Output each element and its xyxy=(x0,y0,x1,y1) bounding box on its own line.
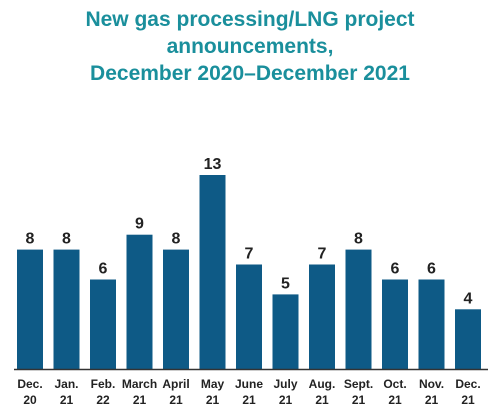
bar-value-label: 9 xyxy=(135,216,144,233)
bar-value-label: 7 xyxy=(318,246,327,263)
x-tick-label-year: 21 xyxy=(279,393,293,407)
bars-group xyxy=(17,175,481,369)
bar xyxy=(163,249,189,369)
x-tick-label-year: 21 xyxy=(133,393,147,407)
bar-value-label: 8 xyxy=(26,231,35,248)
x-tick-label-month: Oct. xyxy=(383,377,406,391)
bar xyxy=(455,309,481,369)
bar xyxy=(418,279,445,369)
bar xyxy=(90,279,116,369)
x-tick-label-month: May xyxy=(201,377,225,391)
bar xyxy=(272,294,299,369)
bar-value-label: 6 xyxy=(99,261,108,278)
x-tick-label-year: 21 xyxy=(169,393,183,407)
bar xyxy=(309,264,335,369)
x-tick-label-year: 21 xyxy=(242,393,256,407)
bar-value-label: 6 xyxy=(391,261,400,278)
bar xyxy=(236,264,262,369)
x-tick-label-year: 21 xyxy=(425,393,439,407)
bar-value-label: 8 xyxy=(62,231,71,248)
x-tick-label-month: March xyxy=(122,377,157,391)
x-tick-label-month: Feb. xyxy=(91,377,116,391)
labels-group: 8 Dec. 20 8 Jan. 21 6 Feb. 22 9 March 21 8 April 21 13 M… xyxy=(17,156,480,407)
x-tick-label-month: Dec. xyxy=(455,377,480,391)
x-tick-label-year: 20 xyxy=(23,393,37,407)
chart-title-line-2: December 2020–December 2021 xyxy=(90,62,410,85)
bar xyxy=(17,249,43,369)
bar-value-label: 5 xyxy=(281,275,290,292)
bar xyxy=(199,175,226,369)
bar xyxy=(345,249,372,369)
bar-value-label: 13 xyxy=(204,156,222,173)
bar xyxy=(126,234,153,369)
x-tick-label-month: Nov. xyxy=(419,377,444,391)
x-tick-label-month: June xyxy=(235,377,263,391)
x-tick-label-year: 21 xyxy=(388,393,402,407)
bar-value-label: 8 xyxy=(172,231,181,248)
x-tick-label-month: July xyxy=(273,377,297,391)
x-tick-label-month: Aug. xyxy=(309,377,336,391)
chart-title-line-1: New gas processing/LNG project announcem… xyxy=(85,8,415,58)
bar-value-label: 7 xyxy=(245,246,254,263)
bar-value-label: 8 xyxy=(354,231,363,248)
x-tick-label-month: Sept. xyxy=(344,377,373,391)
x-tick-label-month: April xyxy=(162,377,189,391)
x-tick-label-year: 21 xyxy=(352,393,366,407)
bar-value-label: 6 xyxy=(427,261,436,278)
x-tick-label-year: 22 xyxy=(96,393,110,407)
chart-title: New gas processing/LNG project announcem… xyxy=(0,6,500,87)
x-tick-label-year: 21 xyxy=(60,393,74,407)
bar-value-label: 4 xyxy=(464,290,473,307)
x-tick-label-year: 21 xyxy=(461,393,475,407)
x-tick-label-year: 21 xyxy=(206,393,220,407)
x-tick-label-year: 21 xyxy=(315,393,329,407)
x-tick-label-month: Dec. xyxy=(17,377,42,391)
x-tick-label-month: Jan. xyxy=(54,377,78,391)
bar xyxy=(382,279,408,369)
bar xyxy=(53,249,80,369)
